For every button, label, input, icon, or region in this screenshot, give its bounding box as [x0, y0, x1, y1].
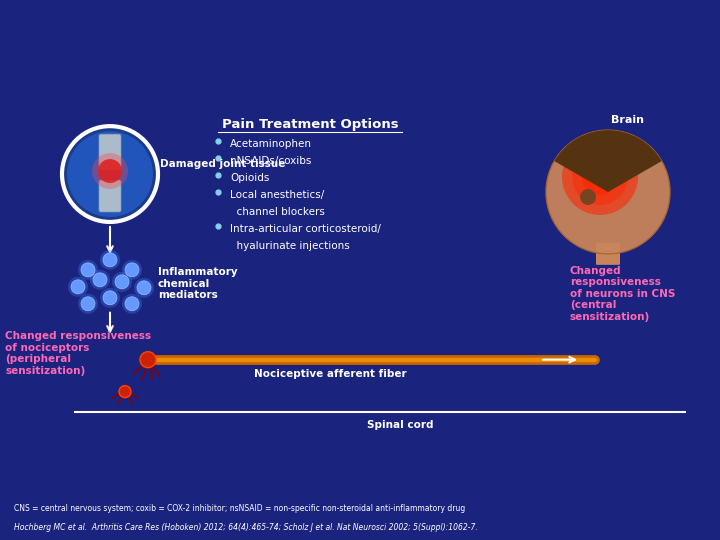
FancyBboxPatch shape: [99, 180, 121, 212]
Text: Inflammatory
chemical
mediators: Inflammatory chemical mediators: [158, 267, 238, 300]
Text: Damaged joint tissue: Damaged joint tissue: [160, 159, 285, 169]
Circle shape: [90, 270, 110, 290]
Circle shape: [100, 250, 120, 270]
Circle shape: [93, 273, 107, 287]
Circle shape: [98, 159, 122, 183]
Circle shape: [103, 253, 117, 267]
Circle shape: [125, 263, 139, 277]
Circle shape: [125, 297, 139, 310]
Circle shape: [115, 275, 129, 289]
Circle shape: [62, 126, 158, 222]
Text: Intra-articular corticosteroid/: Intra-articular corticosteroid/: [230, 224, 381, 234]
Text: Opioids: Opioids: [230, 173, 269, 183]
Text: Hochberg MC et al.  Arthritis Care Res (Hoboken) 2012; 64(4):465-74; Scholz J et: Hochberg MC et al. Arthritis Care Res (H…: [14, 523, 478, 532]
Circle shape: [103, 291, 117, 305]
Circle shape: [68, 277, 88, 297]
Circle shape: [67, 131, 153, 217]
Circle shape: [134, 278, 154, 298]
Circle shape: [81, 263, 95, 277]
Circle shape: [572, 149, 628, 205]
Text: channel blockers: channel blockers: [230, 207, 325, 217]
Circle shape: [582, 159, 618, 195]
Text: Local anesthetics/: Local anesthetics/: [230, 190, 324, 200]
Text: hyalurinate injections: hyalurinate injections: [230, 241, 350, 251]
FancyBboxPatch shape: [596, 243, 620, 265]
Circle shape: [112, 272, 132, 292]
Text: Why is it important to understand the
mechanisms of inflammation in joint diseas: Why is it important to understand the me…: [29, 23, 691, 75]
Text: CNS = central nervous system; coxib = COX-2 inhibitor; nsNSAID = non-specific no: CNS = central nervous system; coxib = CO…: [14, 504, 466, 513]
Text: Brain: Brain: [611, 115, 644, 125]
Circle shape: [71, 280, 85, 294]
Text: Pain Treatment Options: Pain Treatment Options: [222, 118, 398, 131]
FancyBboxPatch shape: [99, 134, 121, 170]
Text: Changed responsiveness
of nociceptors
(peripheral
sensitization): Changed responsiveness of nociceptors (p…: [5, 331, 151, 376]
Circle shape: [78, 260, 98, 280]
Circle shape: [562, 139, 638, 215]
Text: Acetaminophen: Acetaminophen: [230, 139, 312, 149]
Circle shape: [92, 153, 128, 189]
Text: nNSAIDs/coxibs: nNSAIDs/coxibs: [230, 156, 311, 166]
Text: Changed
responsiveness
of neurons in CNS
(central
sensitization): Changed responsiveness of neurons in CNS…: [570, 266, 675, 322]
Circle shape: [119, 386, 131, 397]
Circle shape: [140, 352, 156, 368]
Circle shape: [122, 260, 142, 280]
Circle shape: [122, 294, 142, 314]
Circle shape: [580, 189, 596, 205]
Circle shape: [546, 130, 670, 254]
Circle shape: [81, 297, 95, 310]
Circle shape: [78, 294, 98, 314]
Circle shape: [137, 281, 151, 295]
Text: Nociceptive afferent fiber: Nociceptive afferent fiber: [253, 369, 406, 379]
Circle shape: [100, 288, 120, 308]
Wedge shape: [554, 130, 662, 192]
Text: Spinal cord: Spinal cord: [366, 420, 433, 429]
